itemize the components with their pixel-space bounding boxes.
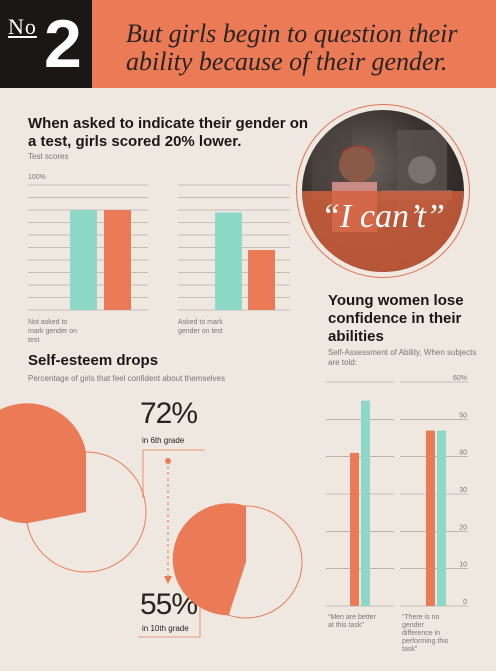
photo-ring [296, 104, 470, 278]
chart1-ylabel: Test scores [28, 152, 69, 161]
chart2-bar [426, 430, 435, 606]
label-6th-grade: in 6th grade [142, 436, 185, 445]
chart2-ytick: 0 [463, 599, 467, 606]
section-number-block [0, 0, 92, 88]
chart1-category-label: test [28, 337, 39, 344]
chart1-category-label: gender on test [178, 328, 223, 335]
chart2-category-label: difference in [402, 630, 440, 637]
chart2-category-label: at this task” [328, 622, 364, 629]
headline-band [92, 8, 496, 88]
chart2-bar [361, 400, 370, 606]
chart2-category-label: performing this [402, 638, 449, 645]
headline: But girls begin to question their abilit… [126, 19, 458, 76]
chart2-title: Young women lose confidence in their abi… [328, 292, 464, 345]
chart1-category-label: mark gender on [28, 328, 77, 335]
chart2-ytick: 60% [453, 375, 467, 382]
chart1-bar [104, 210, 131, 310]
chart2-category-label: “There is no [402, 614, 439, 621]
section-number: 2 [44, 6, 82, 82]
chart2-ytick: 40 [459, 450, 467, 457]
chart2-category-label: “Men are better [328, 614, 377, 621]
chart2-ytick: 20 [459, 524, 467, 531]
header-stripe [0, 0, 496, 8]
chart1-title: When asked to indicate their gender on a… [28, 115, 309, 150]
chart1-bar [70, 210, 97, 310]
pie-6th-grade-slice [0, 403, 86, 524]
pie-10th-grade-slice [172, 503, 246, 616]
chart2-ytick: 30 [459, 487, 467, 494]
chart1-ytick-100: 100% [28, 174, 46, 181]
number-prefix: No [8, 14, 37, 39]
photo-quote: “I can’t” [321, 198, 445, 235]
chart2-ytick: 10 [459, 562, 467, 569]
arrow-head [164, 576, 172, 584]
arrow-dot [165, 458, 171, 464]
pct-6th-grade: 72% [140, 397, 198, 430]
chart1-bar [215, 212, 242, 310]
chart2-bar [437, 430, 446, 606]
chart2-category-label: gender [402, 622, 424, 629]
chart2-bar [350, 452, 359, 606]
self-esteem-subtitle: Percentage of girls that feel confident … [28, 374, 226, 383]
label-10th-grade: in 10th grade [142, 624, 189, 633]
chart2-subtitle: Self-Assessment of Ability, When subject… [328, 348, 477, 367]
chart1-category-label: Asked to mark [178, 319, 223, 326]
chart2-ytick: 50 [459, 412, 467, 419]
self-esteem-title: Self-esteem drops [28, 352, 159, 369]
chart1-bar [248, 250, 275, 310]
chart2-category-label: task” [402, 646, 418, 653]
chart1-category-label: Not asked to [28, 319, 67, 326]
